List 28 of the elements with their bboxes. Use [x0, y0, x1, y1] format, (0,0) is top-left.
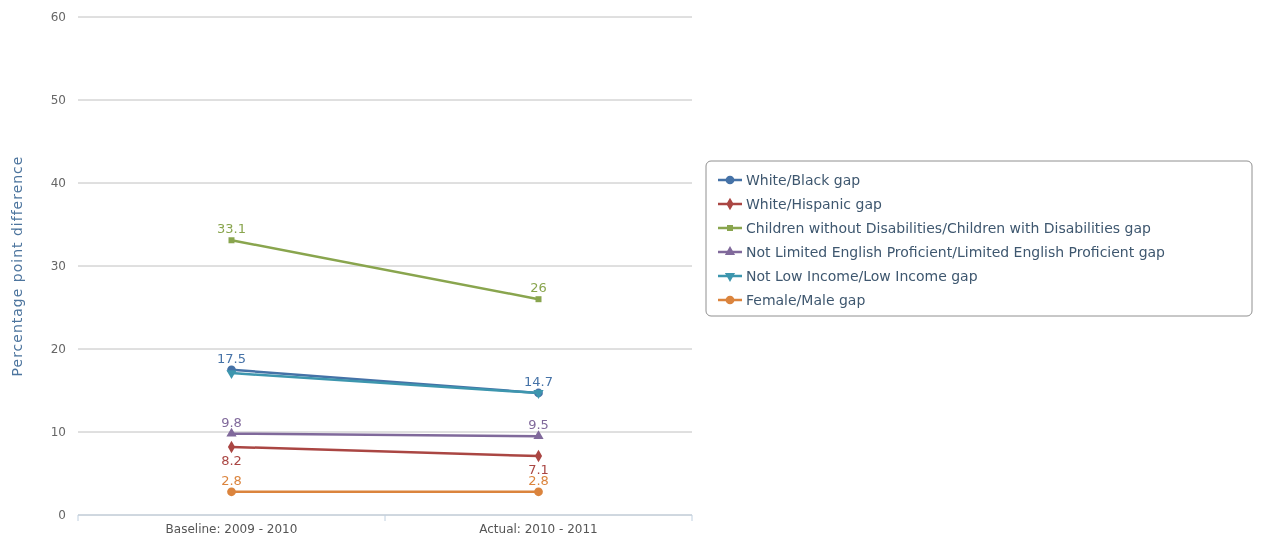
data-label: 26	[530, 280, 547, 296]
y-tick-label: 10	[50, 425, 66, 439]
x-tick-label: Baseline: 2009 - 2010	[165, 522, 298, 535]
y-tick-label: 40	[50, 176, 66, 190]
legend-label: Female/Male gap	[746, 292, 866, 308]
point	[535, 296, 542, 303]
y-tick-label: 60	[50, 10, 66, 24]
legend-label: White/Black gap	[746, 172, 861, 188]
data-label: 33.1	[217, 221, 246, 237]
y-axis-title: Percentage point difference	[9, 155, 25, 377]
x-tick-label: Actual: 2010 - 2011	[479, 522, 598, 535]
legend-label: Not Limited English Proficient/Limited English Proficient gap	[746, 244, 1166, 260]
legend-label: White/Hispanic gap	[746, 196, 882, 212]
y-tick-label: 30	[50, 259, 66, 273]
data-label: 9.8	[221, 414, 242, 430]
point	[228, 237, 235, 244]
y-tick-label: 0	[58, 508, 66, 522]
legend-label: Children without Disabilities/Children with Disabilities gap	[746, 220, 1152, 236]
data-label: 9.5	[528, 417, 549, 433]
data-label: 14.7	[524, 373, 553, 389]
data-label: 8.2	[221, 452, 242, 468]
y-tick-label: 20	[50, 342, 66, 356]
point	[227, 487, 236, 497]
data-label: 2.8	[221, 472, 242, 488]
data-label: 17.5	[217, 350, 246, 366]
y-tick-label: 50	[50, 93, 66, 107]
legend-label: Not Low Income/Low Income gap	[746, 268, 978, 284]
point	[534, 487, 543, 497]
